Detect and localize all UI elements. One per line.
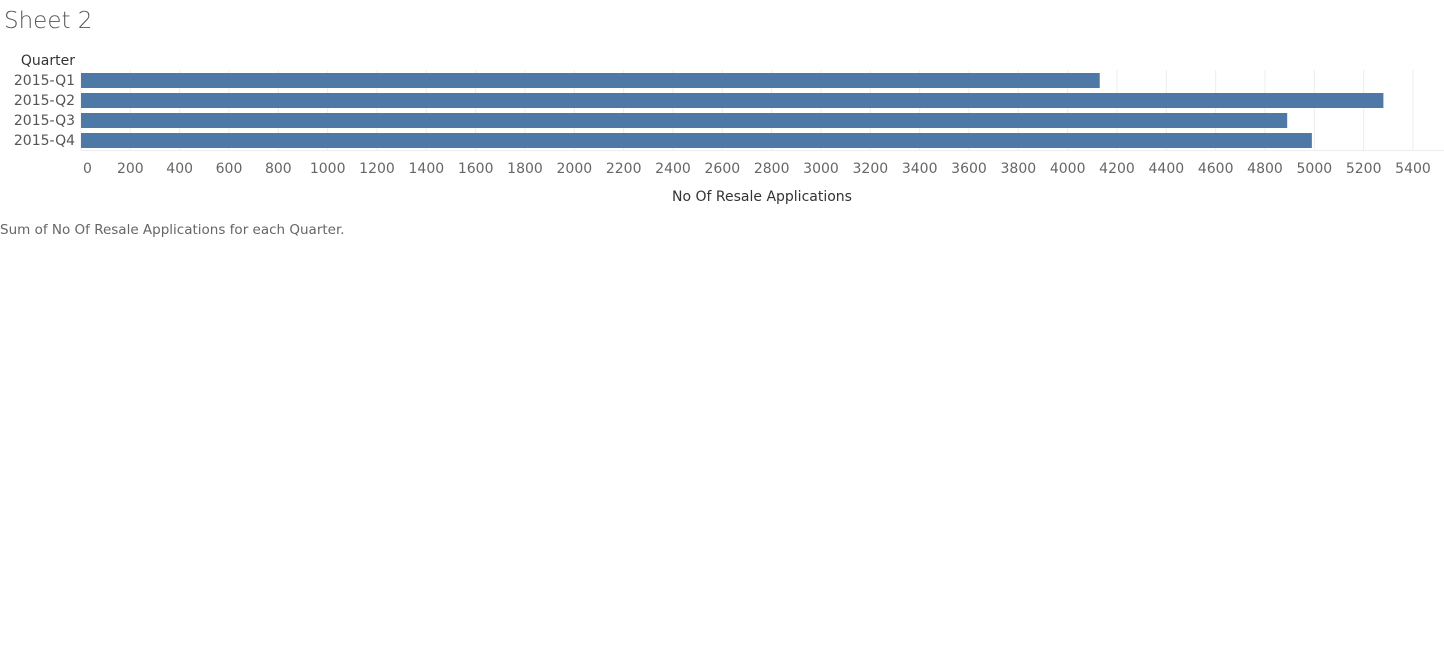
x-tick-label: 5400: [1395, 161, 1431, 177]
chart-caption: Sum of No Of Resale Applications for eac…: [0, 222, 345, 238]
x-tick-label: 3200: [853, 161, 889, 177]
x-axis-title: No Of Resale Applications: [672, 189, 852, 205]
x-tick-label: 1800: [507, 161, 543, 177]
row-field-header: Quarter: [21, 53, 75, 69]
bar-2015-q1[interactable]: [81, 73, 1100, 88]
x-tick-label: 4200: [1099, 161, 1135, 177]
category-label: 2015-Q3: [14, 113, 75, 129]
x-tick-label: 4600: [1198, 161, 1234, 177]
x-tick-label: 400: [166, 161, 193, 177]
bar-2015-q3[interactable]: [81, 113, 1288, 128]
x-tick-label: 1200: [359, 161, 395, 177]
x-tick-label: 2400: [655, 161, 691, 177]
x-tick-label: 800: [265, 161, 292, 177]
x-tick-label: 2800: [754, 161, 790, 177]
x-tick-label: 4400: [1149, 161, 1185, 177]
x-tick-label: 1400: [409, 161, 445, 177]
bar-chart: 2015-Q1 2015-Q2 2015-Q3 2015-Q4 0 200 400 600 8…: [14, 53, 1444, 205]
x-tick-label: 4000: [1050, 161, 1086, 177]
x-axis-ticks: 0 200 400 600 800 1000 1200 1400 1600 1800 2000 220…: [83, 161, 1431, 177]
page-title: Sheet 2: [4, 8, 93, 34]
x-tick-label: 2200: [606, 161, 642, 177]
x-tick-label: 5000: [1297, 161, 1333, 177]
category-label: 2015-Q1: [14, 73, 75, 89]
x-tick-label: 1600: [458, 161, 494, 177]
x-tick-label: 2000: [557, 161, 593, 177]
x-tick-label: 1000: [310, 161, 346, 177]
x-tick-label: 600: [216, 161, 243, 177]
x-tick-label: 3000: [803, 161, 839, 177]
x-tick-label: 0: [83, 161, 92, 177]
category-label: 2015-Q4: [14, 133, 75, 149]
bars: [81, 73, 1384, 148]
bar-2015-q4[interactable]: [81, 133, 1312, 148]
category-label: 2015-Q2: [14, 93, 75, 109]
x-tick-label: 3600: [951, 161, 987, 177]
x-tick-label: 200: [117, 161, 144, 177]
category-labels: 2015-Q1 2015-Q2 2015-Q3 2015-Q4: [14, 73, 75, 149]
x-tick-label: 2600: [705, 161, 741, 177]
x-tick-label: 5200: [1346, 161, 1382, 177]
bar-2015-q2[interactable]: [81, 93, 1384, 108]
x-tick-label: 3400: [902, 161, 938, 177]
x-tick-label: 4800: [1247, 161, 1283, 177]
x-tick-label: 3800: [1001, 161, 1037, 177]
